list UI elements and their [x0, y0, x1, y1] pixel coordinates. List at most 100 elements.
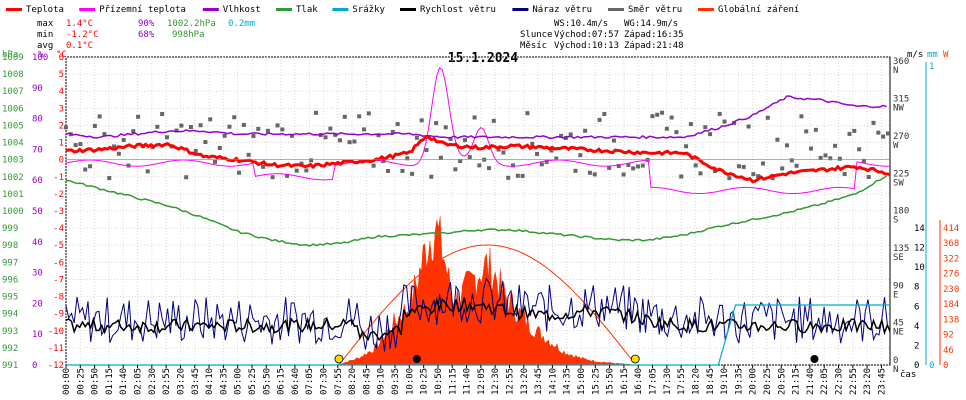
info-moon-set: Západ:21:48 [624, 41, 684, 51]
moon-marker [412, 355, 421, 363]
legend-swatch [202, 8, 219, 11]
x-tick-label: 02:05 [134, 368, 144, 395]
info-sun-label: Slunce [520, 30, 553, 40]
wind-direction-dot [770, 176, 775, 181]
wind-direction-dot [434, 121, 439, 126]
wind-speed-line [65, 296, 891, 342]
stats-avg-temp: 0.1°C [66, 41, 93, 51]
wind-direction-dot [813, 127, 818, 132]
x-tick-label: 09:10 [377, 368, 387, 395]
wind-direction-dot [414, 135, 419, 140]
wind-direction-dot [131, 129, 136, 134]
wind-direction-dot [208, 117, 213, 122]
wind-direction-dot [640, 163, 645, 168]
x-tick-label: 18:20 [691, 368, 701, 395]
pressure-tick-label: 1009 [2, 53, 24, 63]
x-tick-label: 15:00 [577, 368, 587, 395]
wind-direction-dot [462, 138, 467, 143]
temp-tick-label: 6 [59, 53, 64, 63]
wind-direction-dot [390, 129, 395, 134]
wind-direction-dot [275, 123, 280, 128]
pressure-tick-label: 1006 [2, 104, 24, 114]
wind-direction-dot [544, 159, 549, 164]
x-tick-label: 06:40 [291, 368, 301, 395]
x-tick-label: 03:20 [176, 368, 186, 395]
wind-direction-dot [342, 114, 347, 119]
radiation-tick-label: 230 [943, 285, 959, 295]
wind-tick-label: 4 [914, 322, 919, 332]
wind-direction-dot [294, 168, 299, 173]
wind-direction-dot [501, 150, 506, 155]
sun-marker [630, 354, 640, 364]
x-tick-label: 10:50 [434, 368, 444, 395]
wind-direction-dot [655, 112, 660, 117]
x-tick-label: 02:55 [162, 368, 172, 395]
direction-tick-value: 315 [893, 95, 909, 105]
radiation-tick-label: 322 [943, 254, 959, 264]
wind-direction-dot [97, 114, 102, 119]
sun-elevation-line [338, 244, 635, 366]
wind-direction-dot [395, 122, 400, 127]
wind-direction-dot [535, 151, 540, 156]
stats-max-label: max [37, 19, 54, 29]
axes: 00:00 00:25 00:50 01:15 01:40 02:05 02:30 02:55… [2, 53, 959, 395]
wind-direction-dot [520, 173, 525, 178]
x-tick-label: 14:10 [548, 368, 558, 395]
wind-direction-dot [722, 119, 727, 124]
wind-direction-dot [833, 143, 838, 148]
legend-label: Náraz větru [532, 5, 592, 15]
wind-direction-dot [597, 117, 602, 122]
direction-tick-value: 360 [893, 57, 909, 67]
radiation-tick-label: 276 [943, 270, 959, 280]
humidity-tick-label: 30 [32, 269, 43, 279]
x-tick-label: 16:15 [620, 368, 630, 395]
wind-direction-dot [775, 137, 780, 142]
wind-direction-dot [703, 125, 708, 130]
wind-direction-dot [837, 156, 842, 161]
direction-tick-label: S [893, 216, 898, 226]
temp-tick-label: -3 [53, 207, 64, 217]
rain-tick-label: 1 [929, 62, 934, 72]
x-tick-label: 07:05 [305, 368, 315, 395]
humidity-tick-label: 20 [32, 299, 43, 309]
wind-direction-dot [847, 131, 852, 136]
axis-unit-mm: mm [927, 50, 938, 60]
wind-direction-dot [611, 138, 616, 143]
wind-direction-dot [83, 167, 88, 172]
legend-label: Směr větru [628, 5, 682, 15]
wind-direction-dot [285, 173, 290, 178]
wind-direction-dot [660, 110, 665, 115]
wind-direction-dot [328, 126, 333, 131]
wind-direction-dot [73, 143, 78, 148]
x-tick-label: 17:05 [649, 368, 659, 395]
wind-tick-label: 12 [914, 244, 925, 254]
x-tick-label: 05:50 [262, 368, 272, 395]
direction-tick-label: SW [893, 178, 904, 188]
x-tick-label: 01:15 [105, 368, 115, 395]
wind-direction-dot [174, 128, 179, 133]
pressure-tick-label: 993 [2, 327, 18, 337]
direction-tick-value: 0 [893, 356, 898, 366]
wind-direction-dot [309, 158, 314, 163]
wind-direction-dot [251, 134, 256, 139]
wind-direction-dot [102, 132, 107, 137]
wind-direction-dot [693, 163, 698, 168]
x-tick-label: 14:35 [563, 368, 573, 395]
wind-direction-dot [155, 124, 160, 129]
wind-direction-dot [429, 174, 434, 179]
info-sun-set: Západ:16:35 [624, 30, 684, 40]
wind-direction-dot [751, 172, 756, 177]
pressure-tick-label: 992 [2, 344, 18, 354]
axis-unit-time: čas [900, 369, 916, 380]
wind-direction-dot [765, 115, 770, 120]
direction-tick-label: N [893, 66, 898, 76]
stats-avg-label: avg [37, 41, 53, 51]
wind-direction-dot [164, 135, 169, 140]
pressure-tick-label: 1003 [2, 156, 24, 166]
legend: Teplota Přízemní teplota Vlhkost Tlak Srážky… [6, 5, 799, 15]
wind-direction-dot [746, 124, 751, 129]
wind-direction-dot [515, 173, 520, 178]
legend-label: Tlak [296, 5, 318, 15]
temp-tick-label: -1 [53, 173, 64, 183]
wind-direction-dot [506, 175, 511, 180]
